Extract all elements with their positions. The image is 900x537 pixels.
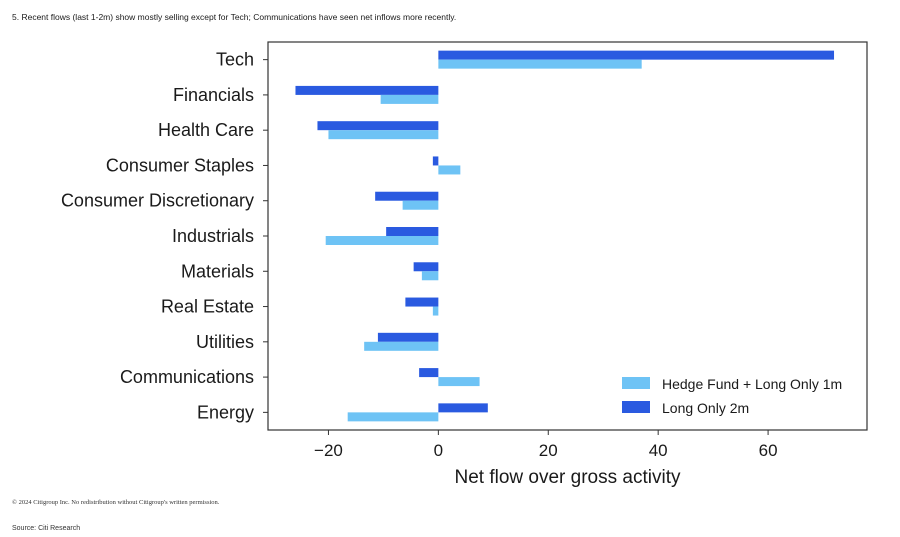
legend-swatch bbox=[622, 377, 650, 389]
category-label: Utilities bbox=[196, 332, 254, 352]
bar bbox=[438, 377, 480, 387]
legend-swatch bbox=[622, 401, 650, 413]
legend-label: Hedge Fund + Long Only 1m bbox=[662, 376, 842, 392]
bar bbox=[377, 332, 439, 342]
bars bbox=[295, 50, 835, 422]
legend: Hedge Fund + Long Only 1m Long Only 2m bbox=[622, 376, 842, 416]
bar bbox=[386, 227, 439, 236]
bar bbox=[380, 94, 439, 104]
bar bbox=[438, 59, 642, 69]
bar bbox=[364, 341, 439, 351]
category-label: Health Care bbox=[158, 120, 254, 140]
plot-area bbox=[263, 41, 868, 435]
bar bbox=[432, 156, 439, 166]
copyright-notice: © 2024 Citigroup Inc. No redistribution … bbox=[12, 499, 220, 506]
bar bbox=[317, 121, 439, 131]
category-label: Communications bbox=[120, 367, 254, 387]
bar bbox=[295, 85, 439, 95]
bar bbox=[402, 200, 439, 210]
category-label: Consumer Staples bbox=[106, 155, 254, 175]
bar bbox=[438, 50, 835, 60]
bar bbox=[421, 271, 439, 281]
bar bbox=[438, 165, 461, 175]
x-tick-label: −20 bbox=[314, 441, 343, 460]
category-label: Tech bbox=[216, 50, 254, 70]
x-tick-label: 20 bbox=[539, 441, 558, 460]
x-tick-label: 0 bbox=[434, 441, 443, 460]
category-label: Real Estate bbox=[161, 297, 254, 317]
category-label: Industrials bbox=[172, 226, 254, 246]
bar bbox=[432, 306, 439, 316]
bar bbox=[375, 191, 439, 201]
bar bbox=[419, 368, 439, 378]
x-tick-label: 60 bbox=[759, 441, 778, 460]
category-label: Energy bbox=[197, 402, 254, 422]
bar bbox=[325, 236, 439, 245]
category-label: Financials bbox=[173, 85, 254, 105]
bar bbox=[438, 403, 488, 413]
category-label: Materials bbox=[181, 261, 254, 281]
labels: Tech Financials Health Care Consumer Staple… bbox=[61, 50, 778, 488]
legend-label: Long Only 2m bbox=[662, 400, 749, 416]
bar bbox=[328, 130, 439, 140]
category-label: Consumer Discretionary bbox=[61, 191, 254, 211]
bar bbox=[413, 262, 439, 272]
chart-heading: 5. Recent flows (last 1-2m) show mostly … bbox=[12, 12, 457, 22]
bar bbox=[347, 412, 439, 422]
source-note: Source: Citi Research bbox=[12, 525, 81, 532]
x-axis-title: Net flow over gross activity bbox=[455, 467, 681, 488]
bar bbox=[405, 297, 439, 307]
x-tick-label: 40 bbox=[649, 441, 668, 460]
